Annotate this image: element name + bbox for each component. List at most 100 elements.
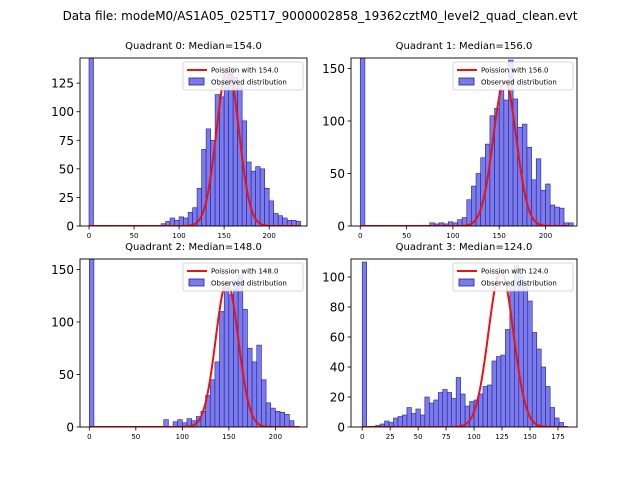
x-tick-label: 200: [539, 232, 552, 240]
histogram-bar: [223, 73, 229, 226]
legend-bars-swatch: [458, 77, 475, 86]
quadrant-1-plot-area: [359, 58, 574, 226]
y-tick-label: 50: [330, 167, 345, 181]
histogram-bar: [442, 389, 448, 427]
histogram-bar: [446, 392, 452, 427]
histogram-bar: [219, 311, 225, 427]
histogram-bar: [545, 183, 551, 226]
histogram-bar: [270, 407, 276, 427]
y-tick-label: 20: [330, 391, 345, 405]
histogram-bar: [284, 414, 290, 427]
legend-bars-swatch: [458, 278, 475, 287]
histogram-bar: [282, 217, 288, 226]
legend-curve-label: Poission with 154.0: [211, 67, 279, 75]
histogram-bar: [265, 402, 272, 427]
histogram-bar: [522, 123, 528, 226]
x-tick-label: 100: [172, 232, 185, 240]
x-tick-label: 50: [130, 232, 139, 240]
y-tick-label: 150: [51, 263, 74, 277]
histogram-bar: [264, 187, 270, 226]
quadrant-0-legend: Poission with 154.0 Observed distribution: [182, 61, 304, 91]
histogram-bar: [505, 329, 511, 427]
quadrant-1-axes-frame: [350, 57, 578, 227]
x-tick-label: 100: [467, 433, 480, 441]
histogram-bar: [478, 393, 484, 427]
y-tick-label: 80: [330, 301, 345, 315]
histogram-bar: [177, 419, 183, 427]
histogram-bar: [178, 216, 184, 226]
x-tick-label: 100: [446, 232, 459, 240]
histogram-bar: [397, 416, 403, 427]
quadrant-2-title: Quadrant 2: Median=148.0: [125, 242, 262, 253]
quadrant-3-legend: Poission with 124.0 Observed distribution: [452, 262, 574, 292]
y-tick-label: 25: [59, 191, 74, 205]
histogram-bar: [242, 309, 248, 427]
histogram-bar: [223, 281, 230, 427]
histogram-bar: [518, 276, 524, 427]
quadrant-3-axes-frame: [350, 258, 578, 428]
histogram-bar: [549, 204, 556, 226]
histogram-bar: [527, 300, 533, 427]
histogram-bar: [88, 58, 94, 226]
histogram-bar: [289, 420, 295, 427]
x-tick-label: 25: [386, 433, 395, 441]
poisson-curve: [89, 280, 300, 427]
histogram-bar: [187, 211, 193, 226]
y-tick-label: 100: [51, 316, 74, 330]
histogram-bar: [255, 166, 261, 226]
histogram-bar: [531, 332, 538, 427]
x-tick-label: 75: [442, 433, 451, 441]
histogram-bar: [393, 417, 399, 427]
histogram-bar: [277, 215, 283, 226]
quadrant-0-chart: 0 50 100 150 200 0 25 50 75 100 125 Quadrant 0: Med…: [51, 41, 308, 240]
histogram-bar: [500, 354, 506, 427]
histogram-bar: [275, 410, 281, 427]
histogram-bar: [268, 200, 274, 226]
histogram-bar: [273, 213, 279, 226]
histogram-bar: [540, 190, 546, 226]
x-tick-label: 0: [87, 433, 91, 441]
legend-bars-label: Observed distribution: [211, 280, 287, 288]
histogram-bar: [498, 89, 505, 226]
legend-curve-label: Poission with 148.0: [211, 268, 279, 276]
histogram-bar: [219, 96, 225, 226]
histogram-bar: [503, 99, 509, 226]
histogram-bar: [261, 379, 267, 427]
figure-suptitle: Data file: modeM0/AS1A05_025T17_90000028…: [63, 9, 578, 23]
legend-box: [182, 262, 304, 292]
histogram-bar: [411, 413, 417, 427]
histogram-bar: [496, 356, 502, 427]
x-tick-label: 175: [551, 433, 564, 441]
histogram-bar: [554, 417, 560, 427]
histogram-bar: [455, 377, 461, 427]
histogram-bar: [228, 66, 234, 226]
histogram-bar: [361, 261, 367, 427]
histogram-bar: [559, 207, 565, 226]
histogram-bar: [359, 58, 366, 226]
y-tick-label: 0: [66, 421, 74, 435]
histogram-bar: [558, 422, 564, 427]
legend-curve-label: Poission with 124.0: [481, 268, 549, 276]
histogram-bar: [279, 411, 285, 427]
histogram-bar: [549, 407, 555, 427]
y-tick-label: 0: [337, 421, 345, 435]
x-tick-label: 200: [269, 433, 282, 441]
legend-box: [452, 61, 574, 91]
quadrant-1-chart: 0 50 100 150 200 0 50 100 150 Quadrant 1: Median=…: [322, 41, 578, 240]
histogram-bar: [214, 361, 220, 427]
histogram-bar: [460, 393, 466, 427]
histogram-bar: [568, 222, 574, 226]
quadrant-1-title: Quadrant 1: Median=156.0: [396, 41, 533, 52]
legend-bars-label: Observed distribution: [211, 79, 287, 87]
histogram-bar: [256, 344, 262, 427]
histogram-bar: [228, 294, 234, 427]
histogram-bar: [420, 414, 426, 427]
histogram-bar: [169, 217, 175, 226]
quadrant-2-chart: 0 50 100 150 200 0 50 100 150 Quadrant 2: Median=…: [51, 242, 308, 441]
x-tick-label: 200: [262, 232, 275, 240]
histogram-bar: [433, 399, 439, 427]
histogram-bar: [482, 386, 488, 427]
quadrant-2-legend: Poission with 148.0 Observed distribution: [182, 262, 304, 292]
x-tick-label: 50: [414, 433, 423, 441]
histogram-bar: [545, 386, 551, 427]
